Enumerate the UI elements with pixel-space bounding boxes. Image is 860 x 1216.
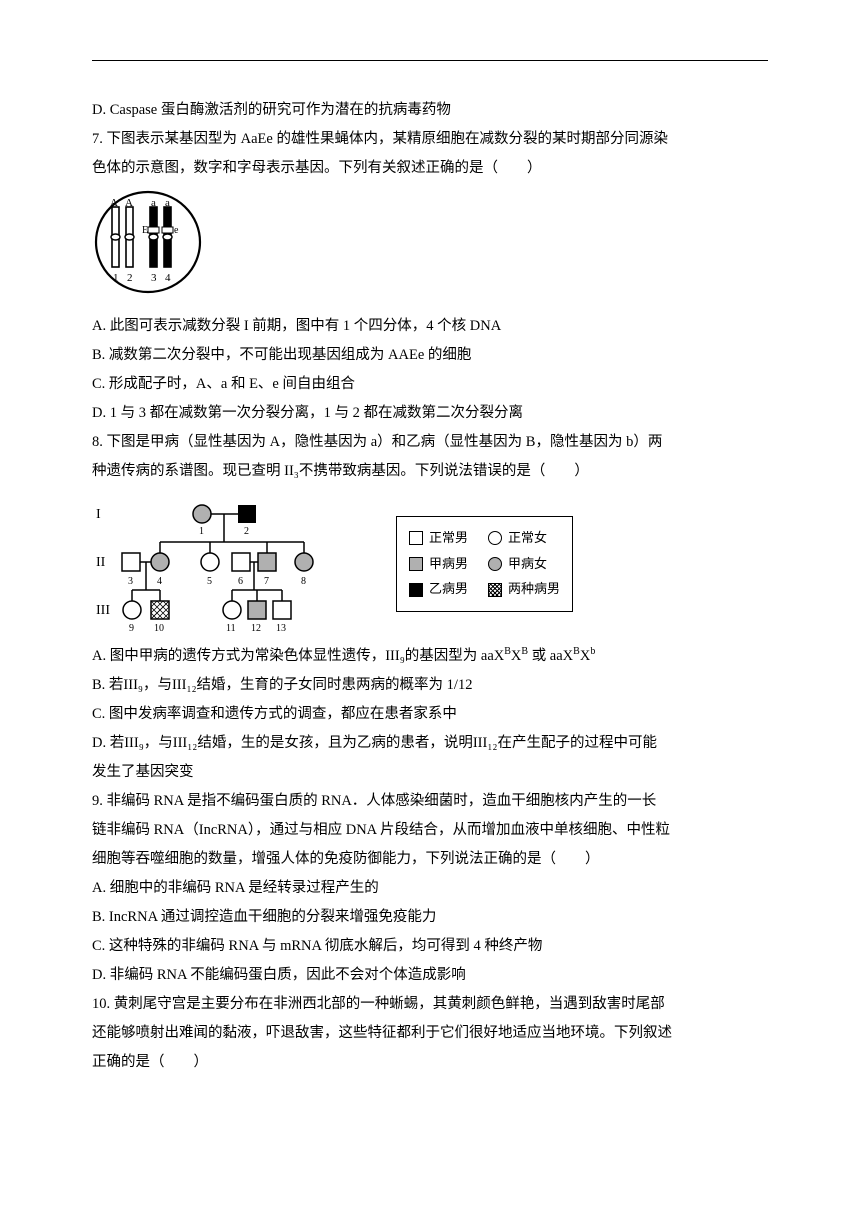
q8-pedigree-diagram: I II III 1 2 3 4 5 6 7 8 [92,494,768,634]
q6-opt-d: D. Caspase 蛋白酶激活剂的研究可作为潜在的抗病毒药物 [92,96,768,125]
pedigree-legend: 正常男 正常女 甲病男 甲病女 乙病男 两种病男 [396,516,573,612]
legend-label: 正常男 [429,526,468,551]
chrom-num: 2 [127,272,133,284]
q7-stem-2: 色体的示意图，数字和字母表示基因。下列有关叙述正确的是（ ） [92,154,768,183]
svg-text:1: 1 [199,526,204,537]
q8-stem-1: 8. 下图是甲病（显性基因为 A，隐性基因为 a）和乙病（显性基因为 B，隐性基… [92,428,768,457]
chrom-label: a [165,197,170,209]
chrom-num: 4 [165,272,171,284]
gen-label: I [96,507,101,522]
q9-stem-3: 细胞等吞噬细胞的数量，增强人体的免疫防御能力，下列说法正确的是（ ） [92,845,768,874]
q8-opt-a: A. 图中甲病的遗传方式为常染色体显性遗传，III₉的基因型为 aaXBXB 或… [92,642,768,671]
svg-text:4: 4 [157,576,162,587]
legend-label: 乙病男 [429,577,468,602]
chrom-label: A [125,197,133,209]
legend-label: 正常女 [508,526,547,551]
chrom-num: 1 [113,272,119,284]
q10-stem-3: 正确的是（ ） [92,1048,768,1077]
q7-opt-a: A. 此图可表示减数分裂 I 前期，图中有 1 个四分体，4 个核 DNA [92,312,768,341]
q9-stem-2: 链非编码 RNA（IncRNA），通过与相应 DNA 片段结合，从而增加血液中单… [92,816,768,845]
q7-opt-d: D. 1 与 3 都在减数第一次分裂分离，1 与 2 都在减数第二次分裂分离 [92,399,768,428]
q8-opt-c: C. 图中发病率调查和遗传方式的调查，都应在患者家系中 [92,700,768,729]
gen-label: III [96,603,110,618]
q8-opt-d-2: 发生了基因突变 [92,758,768,787]
legend-label: 甲病女 [508,552,547,577]
svg-text:10: 10 [154,623,164,634]
q9-opt-c: C. 这种特殊的非编码 RNA 与 mRNA 彻底水解后，均可得到 4 种终产物 [92,932,768,961]
chrom-label: a [151,197,156,209]
q9-stem-1: 9. 非编码 RNA 是指不编码蛋白质的 RNA．人体感染细菌时，造血干细胞核内… [92,787,768,816]
svg-text:5: 5 [207,576,212,587]
svg-text:8: 8 [301,576,306,587]
chrom-label: e [174,225,179,236]
svg-text:11: 11 [226,623,236,634]
q9-opt-b: B. IncRNA 通过调控造血干细胞的分裂来增强免疫能力 [92,903,768,932]
svg-text:6: 6 [238,576,243,587]
legend-label: 甲病男 [429,552,468,577]
q8-opt-b: B. 若III₉，与III₁₂结婚，生育的子女同时患两病的概率为 1/12 [92,671,768,700]
q7-opt-c: C. 形成配子时，A、a 和 E、e 间自由组合 [92,370,768,399]
svg-text:13: 13 [276,623,286,634]
q8-opt-d-1: D. 若III₉，与III₁₂结婚，生的是女孩，且为乙病的患者，说明III₁₂在… [92,729,768,758]
q9-opt-a: A. 细胞中的非编码 RNA 是经转录过程产生的 [92,874,768,903]
page-content: D. Caspase 蛋白酶激活剂的研究可作为潜在的抗病毒药物 7. 下图表示某… [92,96,768,1077]
q7-stem-1: 7. 下图表示某基因型为 AaEe 的雄性果蝇体内，某精原细胞在减数分裂的某时期… [92,125,768,154]
svg-text:7: 7 [264,576,269,587]
q10-stem-1: 10. 黄刺尾守宫是主要分布在非洲西北部的一种蜥蜴，其黄刺颜色鲜艳，当遇到敌害时… [92,990,768,1019]
chrom-label: A [110,197,118,209]
svg-text:3: 3 [128,576,133,587]
legend-label: 两种病男 [508,577,560,602]
q9-opt-d: D. 非编码 RNA 不能编码蛋白质，因此不会对个体造成影响 [92,961,768,990]
q8-stem-2: 种遗传病的系谱图。现已查明 II₃不携带致病基因。下列说法错误的是（ ） [92,457,768,486]
chrom-label: E [142,225,148,236]
gen-label: II [96,555,106,570]
q7-cell-diagram: A 1 A 2 E a 3 e a 4 [92,189,208,306]
q7-opt-b: B. 减数第二次分裂中，不可能出现基因组成为 AAEe 的细胞 [92,341,768,370]
chrom-num: 3 [151,272,157,284]
svg-text:2: 2 [244,526,249,537]
svg-text:12: 12 [251,623,261,634]
q10-stem-2: 还能够喷射出难闻的黏液，吓退敌害，这些特征都利于它们很好地适应当地环境。下列叙述 [92,1019,768,1048]
svg-text:9: 9 [129,623,134,634]
header-rule [92,60,768,61]
